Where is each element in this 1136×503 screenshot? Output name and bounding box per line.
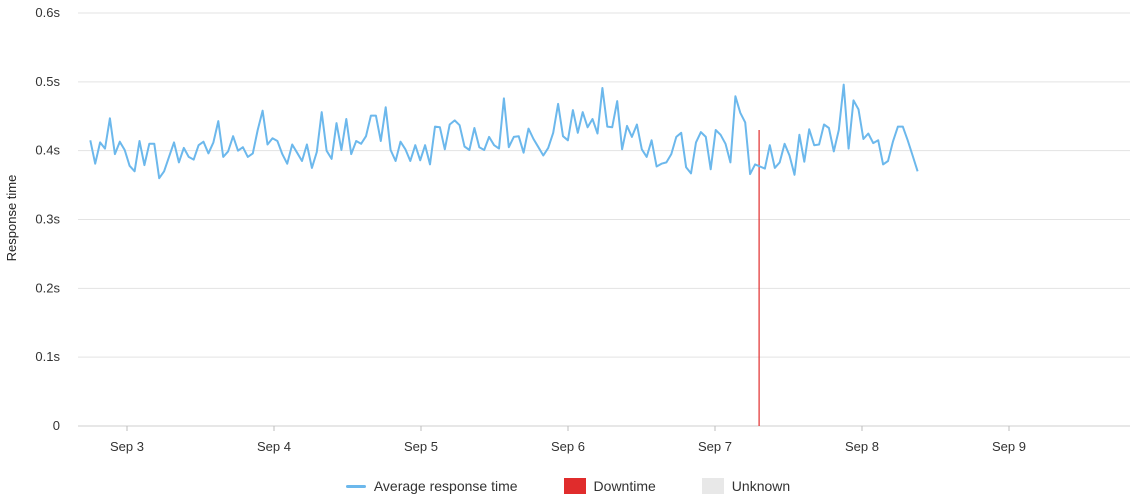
y-axis-ticks: 0 0.1s 0.2s 0.3s 0.4s 0.5s 0.6s [35, 5, 60, 433]
legend-label: Average response time [373, 478, 518, 494]
response-time-chart: 00.1s0.2s0.3s0.4s0.5s0.6s Sep 3 Sep 4 Sep … [4, 5, 1130, 454]
grid-lines [78, 12, 1130, 427]
x-tick-label: Sep 5 [404, 439, 438, 454]
y-tick-label: 0.1s [35, 349, 60, 364]
x-tick-label: Sep 7 [698, 439, 732, 454]
x-tick-label: Sep 4 [257, 439, 291, 454]
y-axis-label: Response time [4, 175, 19, 262]
legend-label: Unknown [731, 478, 791, 494]
legend-swatch-line [345, 484, 366, 488]
y-tick-label: 0.6s [35, 5, 60, 20]
x-tick-label: Sep 3 [110, 439, 144, 454]
series-lines [89, 83, 919, 180]
y-tick-label: 0 [53, 418, 60, 433]
chart-legend: Average response time Downtime Unknown [0, 478, 1136, 494]
y-tick-label: 0.3s [35, 212, 60, 227]
x-tick-label: Sep 6 [551, 439, 585, 454]
y-tick-label: 0.2s [35, 280, 60, 295]
legend-swatch-box [701, 478, 724, 494]
x-tick-label: Sep 8 [845, 439, 879, 454]
x-axis-ticks: Sep 3 Sep 4 Sep 5 Sep 6 Sep 7 Sep 8 Sep 9 [110, 426, 1026, 454]
legend-item-downtime[interactable]: Downtime [563, 478, 656, 494]
x-tick-label: Sep 9 [992, 439, 1026, 454]
legend-item-unknown[interactable]: Unknown [701, 478, 791, 494]
y-tick-label: 0.4s [35, 143, 60, 158]
legend-label: Downtime [593, 478, 656, 494]
legend-swatch-box [563, 478, 586, 494]
y-tick-label: 0.5s [35, 74, 60, 89]
legend-item-average-response-time[interactable]: Average response time [345, 478, 518, 494]
series-line-average-response-time [89, 83, 919, 180]
